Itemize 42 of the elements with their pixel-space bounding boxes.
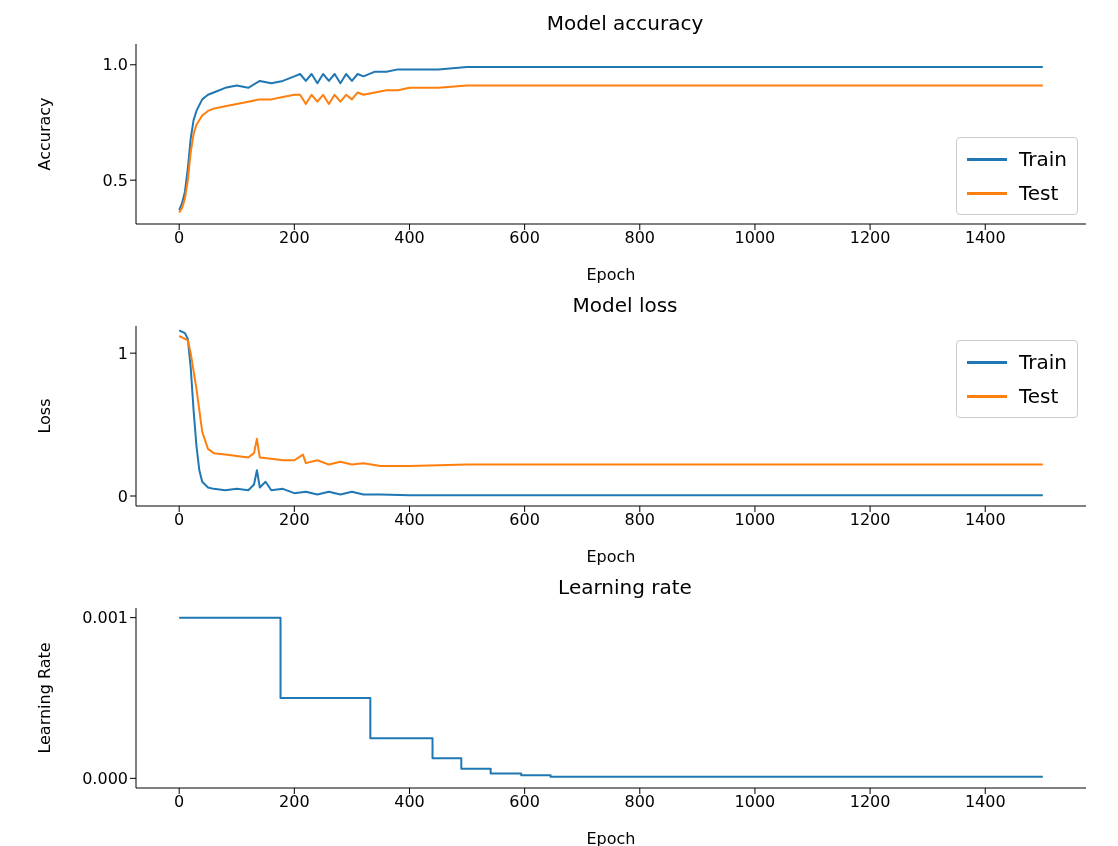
x-tick-label: 1400 xyxy=(964,510,1006,530)
x-tick-label: 600 xyxy=(509,510,540,530)
x-tick-label: 800 xyxy=(624,792,656,812)
x-tick-label: 200 xyxy=(279,510,310,530)
x-axis-title: Epoch xyxy=(586,265,636,284)
x-tick-label: 1000 xyxy=(734,228,776,248)
x-tick-label: 0 xyxy=(174,228,185,248)
legend-label: Train xyxy=(1019,350,1067,374)
x-tick-label: 0 xyxy=(174,510,185,530)
x-tick-label: 600 xyxy=(509,792,540,812)
x-tick-label: 400 xyxy=(394,792,425,812)
y-tick-label: 0.5 xyxy=(102,170,128,190)
y-tick-label: 1.0 xyxy=(102,55,128,75)
legend-label: Test xyxy=(1019,181,1059,205)
x-tick-label: 200 xyxy=(279,228,310,248)
x-tick-label: 800 xyxy=(624,510,656,530)
y-tick-label: 0.001 xyxy=(82,608,128,628)
legend-label: Test xyxy=(1019,384,1059,408)
x-tick-label: 600 xyxy=(509,228,540,248)
chart-title: Model accuracy xyxy=(546,11,704,35)
chart-title: Model loss xyxy=(572,293,678,317)
x-tick-label: 400 xyxy=(394,228,425,248)
chart-title: Learning rate xyxy=(558,575,692,599)
x-tick-label: 1000 xyxy=(734,510,776,530)
y-axis-title: Loss xyxy=(34,398,54,434)
x-tick-label: 400 xyxy=(394,510,425,530)
x-tick-label: 800 xyxy=(624,228,656,248)
x-tick-label: 0 xyxy=(174,792,185,812)
x-axis-title: Epoch xyxy=(586,547,636,566)
y-tick-label: 0 xyxy=(117,486,128,506)
y-axis-title: Accuracy xyxy=(34,97,54,171)
x-tick-label: 1000 xyxy=(734,792,776,812)
y-axis-title: Learning Rate xyxy=(34,642,54,754)
x-tick-label: 1200 xyxy=(849,228,891,248)
x-tick-label: 1200 xyxy=(849,510,891,530)
x-tick-label: 1400 xyxy=(964,792,1006,812)
x-tick-label: 200 xyxy=(279,792,310,812)
y-tick-label: 0.000 xyxy=(82,769,128,789)
x-tick-label: 1200 xyxy=(849,792,891,812)
x-tick-label: 1400 xyxy=(964,228,1006,248)
y-tick-label: 1 xyxy=(117,343,128,363)
legend-label: Train xyxy=(1019,147,1067,171)
